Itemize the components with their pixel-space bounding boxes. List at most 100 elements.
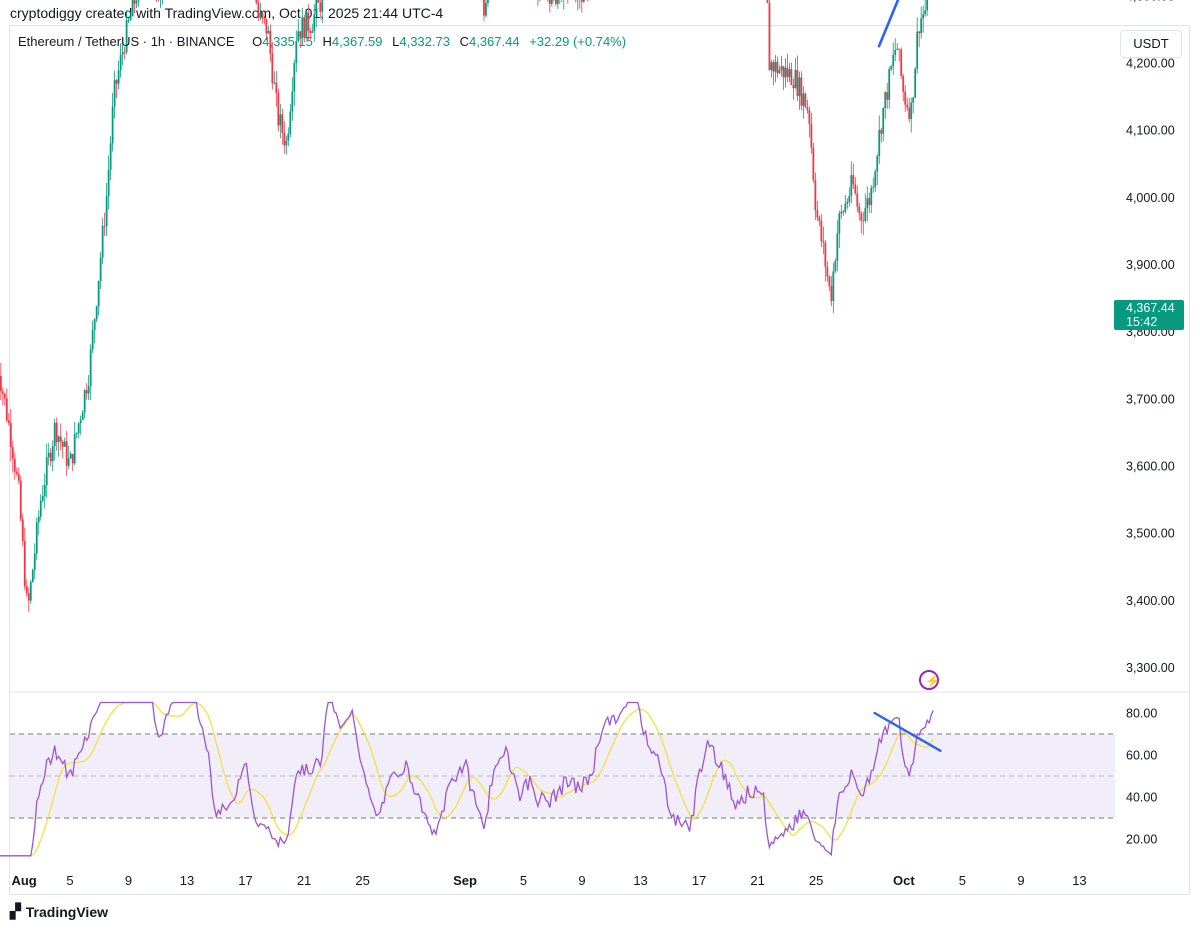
candle-body <box>830 286 833 301</box>
time-tick-label: 25 <box>809 873 823 888</box>
candle-body <box>924 10 927 15</box>
candle-body <box>806 107 809 110</box>
price-trendline <box>877 0 900 48</box>
candle-body <box>289 111 292 134</box>
candle-body <box>123 52 126 53</box>
candle-body <box>81 412 84 420</box>
time-tick-label: 5 <box>520 873 527 888</box>
tradingview-logo-icon: ▞ <box>10 903 21 919</box>
candle-body <box>838 213 841 234</box>
candle-body <box>91 330 94 350</box>
rsi-tick-label: 60.00 <box>1126 749 1157 763</box>
candle-body <box>7 420 10 423</box>
candle-body <box>0 376 2 392</box>
candle-body <box>27 593 30 601</box>
candle-body <box>914 68 917 98</box>
candle-body <box>269 30 272 54</box>
candle-body <box>271 53 274 84</box>
candle-body <box>83 390 86 413</box>
candle-body <box>810 123 813 148</box>
candle-body <box>317 0 320 3</box>
candle-body <box>35 522 38 554</box>
candle-body <box>882 107 885 134</box>
price-tick-label: 3,600.00 <box>1126 459 1175 473</box>
candle-body <box>53 422 56 447</box>
candle-body <box>768 2 771 71</box>
candle-body <box>277 92 280 126</box>
candle-body <box>21 519 24 542</box>
close-value: 4,367.44 <box>468 34 520 49</box>
candle-body <box>119 54 122 71</box>
candle-body <box>95 306 98 320</box>
candle-body <box>65 441 68 466</box>
candle-body <box>850 175 853 196</box>
candle-body <box>117 70 120 84</box>
candle-body <box>894 49 897 55</box>
candle-body <box>844 203 847 212</box>
price-tick-label: 4,300.00 <box>1126 0 1175 3</box>
candle-body <box>898 48 901 50</box>
candle-body <box>902 75 905 92</box>
price-tick-label: 3,300.00 <box>1126 661 1175 675</box>
time-tick-label: 17 <box>238 873 252 888</box>
candle-body <box>550 0 553 4</box>
time-tick-label: 21 <box>297 873 311 888</box>
candle-body <box>3 393 6 399</box>
candle-body <box>842 211 845 213</box>
candle-body <box>792 84 795 89</box>
currency-unit-button[interactable]: USDT <box>1120 30 1182 58</box>
candle-body <box>307 12 310 32</box>
candle-body <box>876 155 879 172</box>
candle-body <box>886 92 889 100</box>
candles <box>0 0 929 612</box>
time-tick-label: 5 <box>959 873 966 888</box>
candle-body <box>101 225 104 258</box>
price-tick-label: 4,200.00 <box>1126 56 1175 70</box>
candle-body <box>822 241 825 243</box>
candle-body <box>870 187 873 206</box>
candle-body <box>281 114 284 133</box>
candle-body <box>582 0 585 2</box>
candle-body <box>796 70 799 97</box>
rsi-tick-label: 40.00 <box>1126 791 1157 805</box>
candle-body <box>295 41 298 64</box>
candle-body <box>75 432 78 435</box>
candle-body <box>916 31 919 69</box>
candle-body <box>37 516 40 523</box>
candle-body <box>824 242 827 267</box>
candle-body <box>868 198 871 206</box>
candle-body <box>33 553 36 570</box>
candle-body <box>49 452 52 462</box>
candle-body <box>273 82 276 84</box>
candle-body <box>554 0 557 4</box>
candle-body <box>275 82 278 93</box>
candle-body <box>908 107 911 119</box>
candle-body <box>285 140 288 146</box>
candle-body <box>856 193 859 207</box>
candle-body <box>55 422 58 443</box>
candle-body <box>255 0 258 3</box>
candle-body <box>556 0 559 4</box>
candle-body <box>918 31 921 34</box>
candle-body <box>790 69 793 85</box>
candle-body <box>836 233 839 261</box>
candle-body <box>778 69 781 74</box>
candle-body <box>297 31 300 42</box>
candle-body <box>483 0 485 16</box>
price-axis: 5,100.005,000.004,900.004,800.004,700.00… <box>1126 0 1175 675</box>
time-tick-label: Sep <box>453 873 477 888</box>
candle-body <box>548 0 551 4</box>
candle-body <box>45 457 48 486</box>
candle-body <box>866 198 869 209</box>
time-tick-label: 9 <box>125 873 132 888</box>
candle-body <box>926 0 929 11</box>
candle-body <box>257 2 260 18</box>
candle-body <box>912 97 915 103</box>
rsi-tick-label: 20.00 <box>1126 833 1157 847</box>
low-value: 4,332.73 <box>399 34 450 49</box>
candle-body <box>59 436 62 442</box>
time-tick-label: 13 <box>180 873 194 888</box>
candle-body <box>259 12 262 18</box>
candle-body <box>311 31 314 33</box>
